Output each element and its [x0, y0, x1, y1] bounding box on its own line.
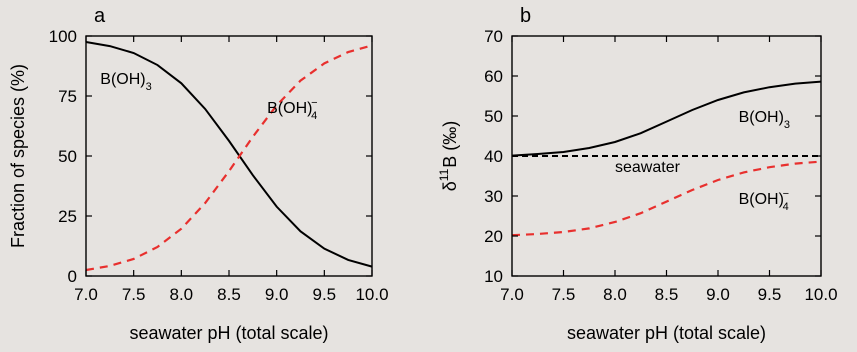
y-axis-title-post: B (‰)	[440, 121, 460, 168]
panel-b-delta11b-chart: 7.0 7.5 8.0 8.5 9.0 9.5 10.0 10 20 30 40 50 60 70 b sea…	[437, 5, 838, 343]
annotation-sub: 3	[784, 119, 790, 131]
x-tick-label: 8.5	[655, 285, 679, 304]
annotation-sup: −	[783, 188, 789, 200]
annotation-boh4: B(OH)− 4	[739, 188, 789, 213]
x-tick-label: 7.5	[552, 285, 576, 304]
annotation-seawater: seawater	[615, 159, 681, 176]
annotation-base: B(OH)	[100, 71, 145, 88]
x-tick-label: 10.0	[804, 285, 837, 304]
x-tick-label: 8.0	[170, 285, 194, 304]
y-tick-label: 75	[58, 87, 77, 106]
y-axis-title-pre: δ	[440, 181, 460, 191]
annotation-sub: 3	[146, 81, 152, 93]
x-tick-label: 7.0	[500, 285, 524, 304]
y-axis-title-sup: 11	[437, 168, 451, 181]
annotation-sup: −	[311, 97, 317, 109]
panel-letter: a	[94, 5, 106, 27]
annotation-boh3: B(OH)3	[739, 109, 790, 131]
annotation-base: seawater	[615, 159, 681, 176]
annotation-sub: 4	[311, 110, 317, 122]
x-tick-label: 9.5	[758, 285, 782, 304]
y-tick-label: 50	[58, 147, 77, 166]
series-boh4-line	[85, 44, 373, 272]
annotation-base: B(OH)	[739, 109, 784, 126]
annotation-sub: 4	[783, 201, 789, 213]
y-tick-label: 25	[58, 207, 77, 226]
y-tick-label: 50	[484, 107, 503, 126]
annotation-base: B(OH)	[267, 100, 312, 117]
x-tick-label: 8.5	[217, 285, 241, 304]
annotation-boh3: B(OH)3	[100, 71, 151, 93]
y-tick-label: 30	[484, 187, 503, 206]
x-tick-label: 8.0	[603, 285, 627, 304]
y-tick-label: 20	[484, 227, 503, 246]
x-tick-label: 9.0	[265, 285, 289, 304]
y-axis-title: Fraction of species (%)	[8, 64, 28, 248]
y-tick-label: 60	[484, 67, 503, 86]
x-axis-title: seawater pH (total scale)	[567, 323, 766, 343]
y-tick-label: 0	[68, 267, 77, 286]
series-boh4-line	[511, 160, 822, 237]
panel-a-fraction-chart: 7.0 7.5 8.0 8.5 9.0 9.5 10.0 0 25 50 75 100 a seawate…	[8, 5, 389, 343]
x-tick-label: 10.0	[355, 285, 388, 304]
x-tick-label: 7.5	[122, 285, 146, 304]
y-tick-label: 10	[484, 267, 503, 286]
y-tick-label: 70	[484, 27, 503, 46]
annotation-boh4: B(OH)− 4	[267, 97, 317, 122]
series-boh3-line	[85, 41, 373, 268]
annotation-base: B(OH)	[739, 191, 784, 208]
x-tick-label: 9.0	[706, 285, 730, 304]
series-boh3-line	[511, 80, 822, 157]
panel-letter: b	[520, 5, 531, 27]
y-axis-title: δ11B (‰)	[437, 121, 460, 192]
y-tick-label: 100	[49, 27, 77, 46]
x-axis-title: seawater pH (total scale)	[129, 323, 328, 343]
y-tick-label: 40	[484, 147, 503, 166]
x-tick-label: 7.0	[74, 285, 98, 304]
x-tick-label: 9.5	[313, 285, 337, 304]
